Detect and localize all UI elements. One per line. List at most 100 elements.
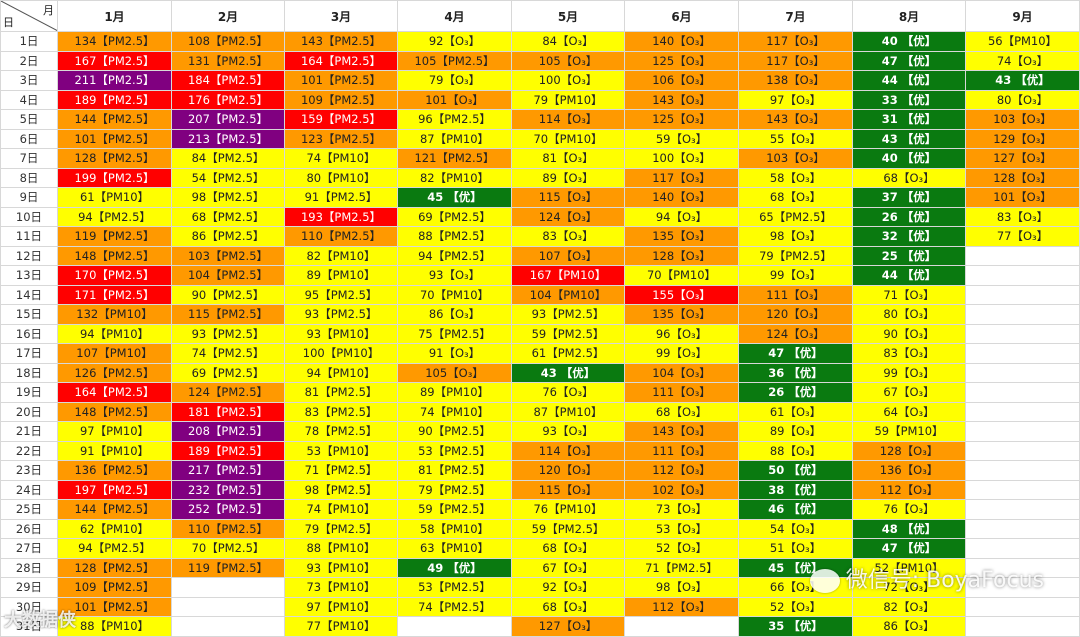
aqi-cell: 69【PM2.5】: [171, 362, 285, 383]
aqi-cell: 61【PM10】: [57, 187, 172, 208]
aqi-cell: 47 【优】: [852, 50, 966, 71]
aqi-cell: 144【PM2.5】: [57, 109, 172, 130]
aqi-cell: 44 【优】: [852, 70, 966, 91]
aqi-cell: 59【PM10】: [852, 421, 966, 442]
aqi-cell: 51【O₃】: [738, 538, 853, 559]
aqi-cell: 119【PM2.5】: [57, 226, 172, 247]
aqi-cell: [965, 421, 1080, 442]
aqi-cell: 81【O₃】: [511, 148, 625, 169]
aqi-cell: [965, 343, 1080, 364]
aqi-cell: 138【O₃】: [738, 70, 853, 91]
aqi-cell: 58【PM10】: [397, 518, 512, 539]
aqi-cell: 135【O₃】: [624, 304, 739, 325]
aqi-cell: 72【O₃】: [852, 577, 966, 598]
aqi-cell: 197【PM2.5】: [57, 479, 172, 500]
aqi-cell: 120【O₃】: [511, 460, 625, 481]
aqi-cell: [965, 440, 1080, 461]
aqi-cell: 103【O₃】: [965, 109, 1080, 130]
aqi-cell: 92【O₃】: [397, 31, 512, 52]
aqi-cell: 128【O₃】: [624, 245, 739, 266]
aqi-cell: [965, 401, 1080, 422]
aqi-cell: 164【PM2.5】: [57, 382, 172, 403]
aqi-cell: 71【PM2.5】: [284, 460, 398, 481]
aqi-cell: 94【PM2.5】: [397, 245, 512, 266]
aqi-cell: 89【PM10】: [397, 382, 512, 403]
aqi-cell: 82【PM10】: [284, 245, 398, 266]
aqi-cell: 100【PM10】: [284, 343, 398, 364]
aqi-cell: 109【PM2.5】: [284, 89, 398, 110]
aqi-cell: 71【PM2.5】: [624, 557, 739, 578]
aqi-cell: 84【O₃】: [511, 31, 625, 52]
aqi-cell: 67【O₃】: [852, 382, 966, 403]
aqi-cell: 79【PM2.5】: [397, 479, 512, 500]
aqi-cell: 79【PM2.5】: [284, 518, 398, 539]
month-header: 7月: [738, 0, 853, 32]
aqi-cell: 115【O₃】: [511, 479, 625, 500]
aqi-cell: 90【O₃】: [852, 323, 966, 344]
table-row: 17日 107【PM10】 74【PM2.5】 100【PM10】 91【O₃】 61【P…: [0, 343, 1080, 364]
day-label: 14日: [0, 284, 58, 305]
aqi-cell: 74【PM10】: [284, 148, 398, 169]
aqi-cell: 128【O₃】: [965, 167, 1080, 188]
aqi-cell: 43 【优】: [511, 362, 625, 383]
aqi-cell: 97【O₃】: [738, 89, 853, 110]
aqi-cell: 104【PM10】: [511, 284, 625, 305]
day-label: 3日: [0, 70, 58, 91]
aqi-cell: 68【O₃】: [738, 187, 853, 208]
aqi-cell: 97【PM10】: [284, 596, 398, 617]
aqi-cell: 136【PM2.5】: [57, 460, 172, 481]
aqi-cell: 140【O₃】: [624, 31, 739, 52]
watermark-right: 微信号: BoyaFocus: [809, 562, 1044, 594]
aqi-cell: 125【O₃】: [624, 50, 739, 71]
table-row: 13日 170【PM2.5】 104【PM2.5】 89【PM10】 93【O₃】 167…: [0, 265, 1080, 286]
aqi-cell: 70【PM2.5】: [171, 538, 285, 559]
aqi-cell: [965, 499, 1080, 520]
aqi-cell: 52【O₃】: [738, 596, 853, 617]
aqi-cell: [965, 245, 1080, 266]
aqi-cell: 167【PM2.5】: [57, 50, 172, 71]
aqi-cell: 56【PM10】: [965, 31, 1080, 52]
wechat-icon: [809, 569, 840, 593]
day-label: 20日: [0, 401, 58, 422]
aqi-cell: 43 【优】: [852, 128, 966, 149]
month-header: 2月: [171, 0, 285, 32]
watermark-right-text: 微信号: BoyaFocus: [845, 568, 1044, 593]
aqi-cell: 88【PM10】: [284, 538, 398, 559]
aqi-cell: 59【PM2.5】: [511, 323, 625, 344]
aqi-cell: 143【PM2.5】: [284, 31, 398, 52]
aqi-cell: 110【PM2.5】: [171, 518, 285, 539]
aqi-cell: 125【O₃】: [624, 109, 739, 130]
table-row: 4日 189【PM2.5】 176【PM2.5】 109【PM2.5】 101【O₃】 7…: [0, 89, 1080, 110]
aqi-cell: 134【PM2.5】: [57, 31, 172, 52]
aqi-cell: 88【PM10】: [57, 616, 172, 637]
aqi-cell: 143【O₃】: [624, 89, 739, 110]
aqi-cell: 199【PM2.5】: [57, 167, 172, 188]
aqi-cell: 123【PM2.5】: [284, 128, 398, 149]
aqi-cell: 63【PM10】: [397, 538, 512, 559]
day-label: 11日: [0, 226, 58, 247]
aqi-cell: 148【PM2.5】: [57, 401, 172, 422]
aqi-cell: 103【PM2.5】: [171, 245, 285, 266]
aqi-cell: 68【PM2.5】: [171, 206, 285, 227]
day-label: 29日: [0, 577, 58, 598]
aqi-cell: 184【PM2.5】: [171, 70, 285, 91]
aqi-cell: 82【O₃】: [852, 596, 966, 617]
table-row: 23日 136【PM2.5】 217【PM2.5】 71【PM2.5】 81【PM2.5…: [0, 460, 1080, 481]
aqi-cell: 93【PM2.5】: [511, 304, 625, 325]
aqi-cell: 91【PM10】: [57, 440, 172, 461]
table-row: 27日 94【PM2.5】 70【PM2.5】 88【PM10】 63【PM10】 68【…: [0, 538, 1080, 559]
aqi-cell: 93【PM10】: [284, 557, 398, 578]
table-row: 8日 199【PM2.5】 54【PM2.5】 80【PM10】 82【PM10】 89【…: [0, 167, 1080, 188]
aqi-cell: 208【PM2.5】: [171, 421, 285, 442]
aqi-cell: 144【PM2.5】: [57, 499, 172, 520]
aqi-cell: 99【O₃】: [624, 343, 739, 364]
aqi-cell: 112【O₃】: [624, 460, 739, 481]
aqi-cell: [965, 284, 1080, 305]
aqi-cell: 164【PM2.5】: [284, 50, 398, 71]
aqi-cell: 81【PM2.5】: [397, 460, 512, 481]
aqi-cell: [171, 596, 285, 617]
aqi-cell: 93【PM2.5】: [284, 304, 398, 325]
day-label: 25日: [0, 499, 58, 520]
aqi-cell: [965, 577, 1080, 598]
aqi-cell: 48 【优】: [852, 518, 966, 539]
